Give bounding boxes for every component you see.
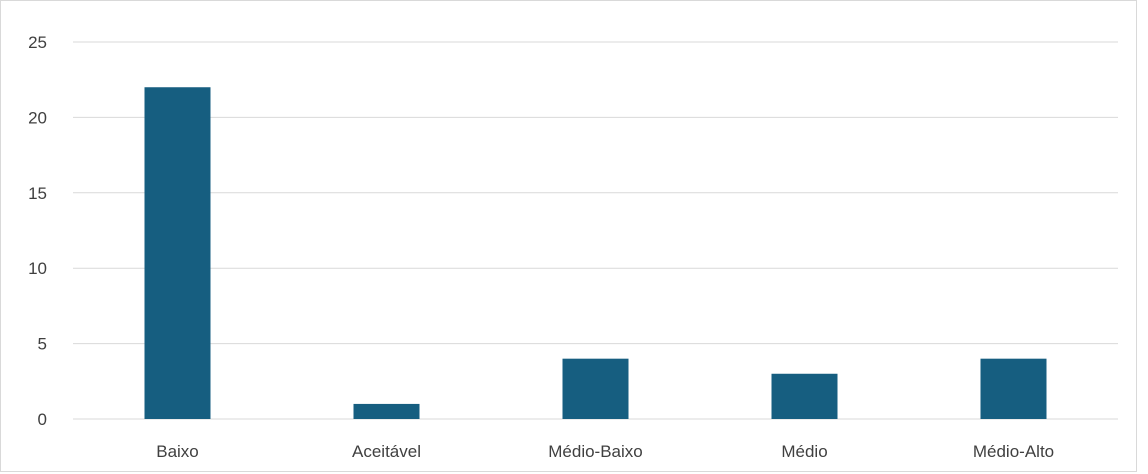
gridlines <box>73 41 1118 420</box>
bar-3 <box>771 373 838 419</box>
y-tick-label: 5 <box>38 335 47 354</box>
bar-4 <box>980 358 1047 419</box>
bar-0 <box>144 87 211 420</box>
x-tick-label: Médio-Baixo <box>548 442 643 461</box>
bar-1 <box>353 403 420 419</box>
bars <box>144 87 1047 420</box>
y-axis-tick-labels: 0 5 10 15 20 25 <box>28 33 47 429</box>
y-tick-label: 15 <box>28 184 47 203</box>
y-tick-label: 0 <box>38 410 47 429</box>
y-tick-label: 25 <box>28 33 47 52</box>
x-axis-tick-labels: Baixo Aceitável Médio-Baixo Médio Médio-Alto <box>156 442 1054 461</box>
x-tick-label: Baixo <box>156 442 199 461</box>
y-tick-label: 20 <box>28 108 47 127</box>
y-tick-label: 10 <box>28 259 47 278</box>
x-tick-label: Médio <box>781 442 827 461</box>
bar-2 <box>562 358 629 419</box>
x-tick-label: Aceitável <box>352 442 421 461</box>
x-tick-label: Médio-Alto <box>973 442 1054 461</box>
